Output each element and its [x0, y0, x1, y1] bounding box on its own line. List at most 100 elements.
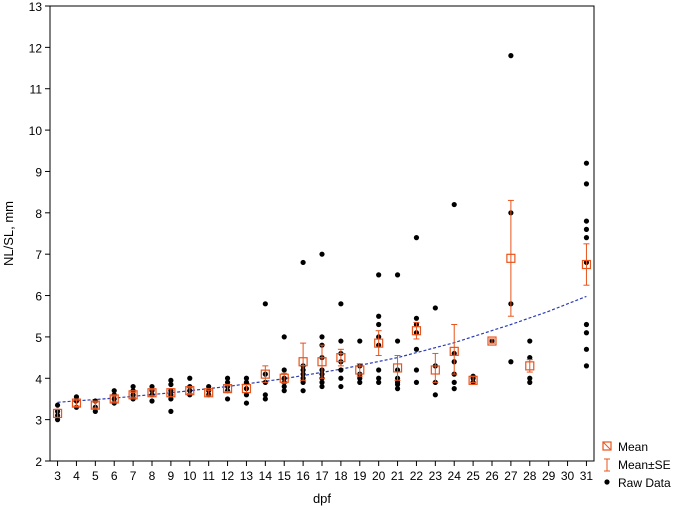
mean-marker [355, 365, 365, 375]
y-tick-label: 11 [30, 83, 43, 97]
raw-data-point [262, 392, 268, 398]
x-tick-label: 31 [580, 469, 594, 483]
raw-data-point [451, 379, 457, 386]
raw-data-point [527, 354, 533, 361]
raw-data-point [432, 392, 438, 398]
raw-data-point [583, 226, 590, 232]
x-tick-label: 29 [542, 469, 556, 483]
x-tick-label: 14 [259, 469, 273, 483]
raw-data-point [224, 379, 231, 386]
raw-data-point [451, 386, 457, 392]
raw-data-point [319, 379, 325, 386]
legend-mean-swatch-diagonal [602, 441, 612, 451]
x-tick-label: 21 [391, 469, 405, 483]
raw-data-point [413, 379, 420, 386]
mean-marker [109, 394, 119, 404]
raw-data-point [376, 375, 382, 381]
x-tick-label: 11 [202, 469, 215, 483]
y-tick-label: 3 [35, 414, 42, 428]
x-tick-label: 6 [111, 469, 118, 483]
raw-data-point [376, 272, 382, 278]
x-tick-label: 27 [504, 469, 518, 483]
mean-marker [279, 373, 289, 383]
legend-label-raw-data: Raw Data [618, 476, 671, 490]
raw-data-point [394, 272, 401, 278]
x-tick-label: 26 [485, 469, 499, 483]
mean-marker [336, 352, 346, 363]
raw-data-point [357, 379, 363, 386]
x-tick-label: 30 [561, 469, 575, 483]
y-tick-label: 10 [29, 124, 43, 138]
mean-marker [222, 384, 233, 394]
raw-data-point [583, 181, 590, 187]
legend-item-raw-data: Raw Data [604, 476, 671, 490]
raw-data-point [527, 379, 533, 386]
raw-data-point [168, 408, 174, 414]
legend-mean-swatch [602, 441, 612, 451]
mean-marker [71, 398, 82, 408]
x-tick-label: 3 [54, 469, 61, 483]
mean-marker [298, 357, 308, 367]
raw-data-point [243, 375, 250, 381]
y-axis-label: NL/SL, mm [1, 201, 16, 266]
x-tick-label: 16 [296, 469, 310, 483]
raw-data-point [168, 396, 174, 402]
raw-data-point [319, 334, 325, 340]
mean-marker [506, 253, 516, 263]
raw-data-point [508, 359, 514, 365]
raw-data-point [149, 383, 155, 390]
raw-data-point [338, 338, 344, 344]
raw-data-point [281, 383, 287, 390]
x-tick-label: 20 [372, 469, 386, 483]
x-tick-label: 28 [523, 469, 537, 483]
mean-marker [374, 338, 384, 348]
raw-data-point [583, 235, 590, 241]
y-tick-label: 2 [35, 455, 42, 469]
x-tick-label: 4 [73, 469, 80, 483]
legend-label-mean: Mean [618, 440, 648, 454]
legend-raw-swatch [604, 479, 610, 485]
raw-data-point [300, 388, 306, 394]
raw-data-point [376, 379, 382, 386]
x-tick-label: 13 [240, 469, 254, 483]
raw-data-point [300, 379, 306, 386]
raw-data-point [187, 375, 193, 381]
y-tick-label: 7 [35, 248, 42, 262]
raw-data-point [281, 388, 287, 394]
mean-marker [204, 388, 214, 398]
raw-data-point [262, 301, 268, 307]
raw-data-point [338, 367, 344, 373]
raw-data-point [394, 338, 401, 344]
x-tick-label: 10 [183, 469, 197, 483]
y-axis: 2 3 4 5 6 7 8 9 10 11 12 13 [29, 0, 50, 469]
raw-data-point [413, 315, 420, 321]
raw-data-point [394, 386, 401, 392]
x-tick-label: 9 [168, 469, 175, 483]
x-tick-label: 8 [149, 469, 156, 483]
raw-data-point [508, 53, 514, 59]
x-tick-label: 24 [448, 469, 462, 483]
raw-data-point [319, 383, 325, 390]
mean-marker [128, 390, 138, 400]
raw-data-point [357, 375, 363, 381]
x-tick-label: 5 [92, 469, 99, 483]
raw-data-point [92, 408, 98, 414]
raw-data-point [73, 394, 80, 400]
mean-marker [52, 408, 63, 419]
mean-marker [90, 400, 100, 410]
raw-data-point [281, 367, 287, 373]
raw-data-point [338, 301, 344, 307]
legend-item-mean: Mean [602, 440, 648, 454]
mean-marker [147, 388, 157, 398]
x-tick-label: 12 [221, 469, 235, 483]
raw-data-point [149, 398, 155, 404]
y-tick-label: 12 [29, 41, 43, 55]
mean-marker [241, 384, 252, 394]
raw-data-point [54, 402, 61, 408]
raw-data-point [224, 396, 231, 402]
y-tick-label: 8 [35, 207, 42, 221]
mean-marker [468, 375, 478, 385]
raw-data-point [583, 218, 590, 224]
mean-marker [449, 346, 459, 356]
